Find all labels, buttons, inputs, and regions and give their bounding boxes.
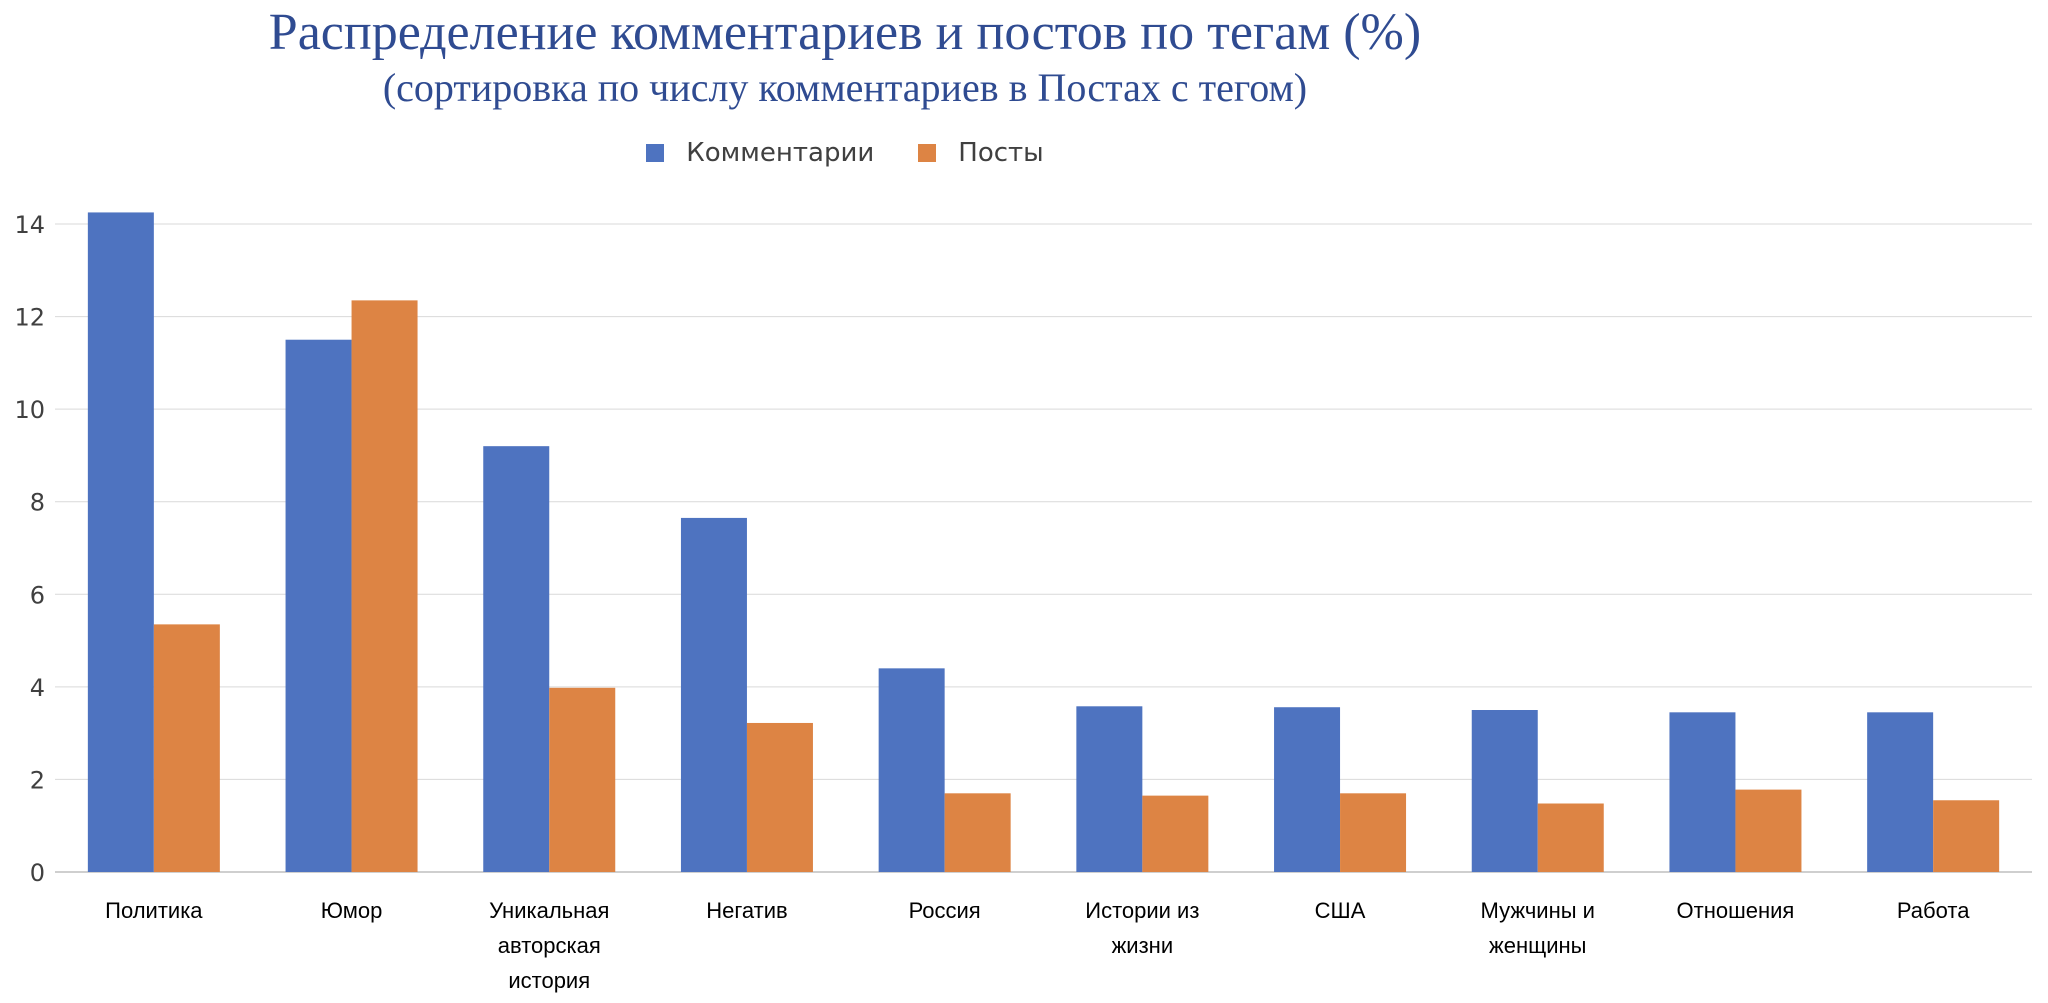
bar-posts [1933, 800, 2000, 872]
y-tick-label: 12 [14, 304, 45, 332]
bar-posts [1340, 793, 1407, 872]
x-category-label: Истории из жизни [1085, 898, 1199, 958]
bar-comments [87, 212, 154, 872]
y-tick-label: 6 [30, 581, 45, 609]
x-category-label: Мужчины и женщины [1481, 898, 1595, 958]
y-tick-label: 4 [30, 674, 45, 702]
legend-item-posts: Посты [918, 138, 1044, 168]
bar-comments [1076, 706, 1143, 872]
y-tick-label: 14 [14, 211, 45, 239]
chart-legend: Комментарии Посты [0, 138, 1690, 168]
bar-posts [153, 624, 220, 872]
x-category-label-line: США [1315, 898, 1366, 923]
x-category-label: Негатив [706, 898, 787, 923]
legend-swatch-comments [646, 144, 665, 162]
bar-comments [1867, 712, 1934, 872]
legend-label-comments: Комментарии [686, 138, 875, 168]
x-category-label-line: Политика [105, 898, 203, 923]
y-tick-label: 2 [30, 766, 45, 794]
x-category-label-line: Отношения [1677, 898, 1795, 923]
legend-label-posts: Посты [958, 138, 1044, 168]
bar-posts [1735, 789, 1802, 872]
x-category-label-line: Россия [909, 898, 981, 923]
bar-comments [285, 339, 352, 872]
bar-posts [351, 300, 418, 872]
x-category-label: Уникальная авторская история [489, 898, 609, 993]
legend-swatch-posts [918, 144, 937, 162]
legend-item-comments: Комментарии [646, 138, 874, 168]
x-category-label: Политика [105, 898, 203, 923]
bar-posts [944, 793, 1011, 872]
y-tick-label: 8 [30, 489, 45, 517]
x-category-label: Юмор [321, 898, 383, 923]
bar-posts [1142, 795, 1209, 872]
bar-comments [1669, 712, 1736, 872]
bar-posts [746, 722, 813, 872]
bar-comments [1274, 707, 1341, 872]
bar-comments [680, 517, 747, 872]
y-tick-label: 0 [30, 859, 45, 887]
x-category-label: США [1315, 898, 1366, 923]
bar-comments [1471, 710, 1538, 872]
y-tick-label: 10 [14, 396, 45, 424]
x-category-label: Отношения [1677, 898, 1795, 923]
chart-subtitle: (сортировка по числу комментариев в Пост… [382, 65, 1308, 110]
x-category-label-line: Мужчины и [1481, 898, 1595, 923]
chart-title: Распределение комментариев и постов по т… [268, 4, 1422, 61]
bar-posts [549, 687, 616, 872]
x-category-label: Россия [909, 898, 981, 923]
x-category-label-line: Юмор [321, 898, 383, 923]
x-category-label: Работа [1897, 898, 1970, 923]
bar-comments [483, 446, 550, 872]
bar-comments [878, 668, 945, 872]
x-category-label-line: авторская [498, 933, 601, 958]
x-category-label-line: история [508, 968, 590, 993]
bar-posts [1537, 803, 1604, 872]
x-category-label-line: жизни [1112, 933, 1174, 958]
x-category-label-line: Негатив [706, 898, 787, 923]
x-category-label-line: Уникальная [489, 898, 609, 923]
x-category-label-line: женщины [1489, 933, 1586, 958]
x-category-label-line: Истории из [1085, 898, 1199, 923]
x-category-label-line: Работа [1897, 898, 1970, 923]
